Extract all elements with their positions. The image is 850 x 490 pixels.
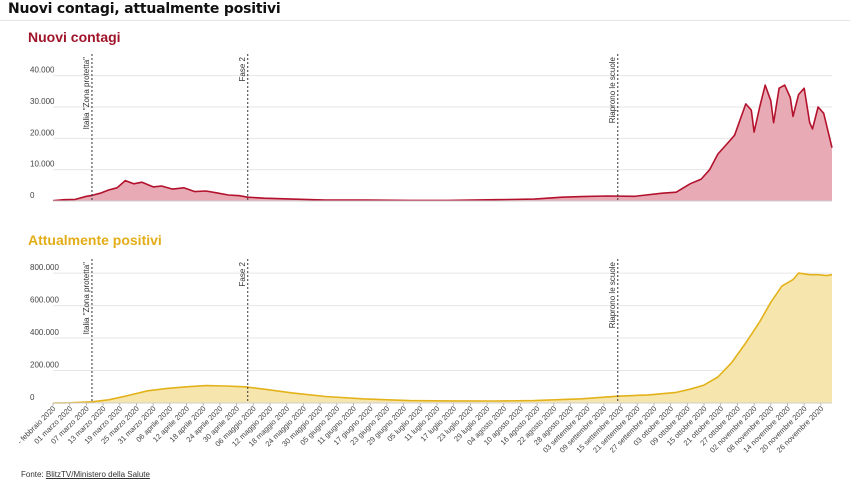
y-tick-label: 40.000 [30,66,55,75]
y-tick-label: 30.000 [30,97,55,106]
area-contagi [53,85,832,201]
y-tick-label: 0 [30,191,35,200]
y-tick-label: 800.000 [30,263,59,272]
y-tick-label: 10.000 [30,160,55,169]
page-title: Nuovi contagi, attualmente positivi [8,1,281,17]
chart-title-nuovi-contagi: Nuovi contagi [28,29,121,45]
annotation-label: Italia "Zona protetta" [82,262,91,335]
chart-nuovi-contagi: 0 10.000 20.000 30.000 40.000 Italia "Zona pr… [30,54,833,202]
source-link[interactable]: BlitzTV/Ministero della Salute [45,470,150,479]
chart-attualmente-positivi: 0 200.000 400.000 600.000 800.000 Italia "Zon… [30,259,833,404]
y-tick-label: 0 [30,393,35,402]
annotation-label: Fase 2 [238,261,247,286]
annotation-label: Riaprono le scuole [608,56,617,123]
source-prefix: Fonte: [21,470,46,479]
y-tick-label: 20.000 [30,128,55,137]
line-contagi [52,84,833,202]
y-tick-label: 600.000 [30,296,59,305]
annotation-label: Italia "Zona protetta" [82,57,91,130]
area-positivi [53,273,832,403]
chart-title-attualmente-positivi: Attualmente positivi [28,232,162,248]
y-tick-label: 200.000 [30,361,59,370]
annotation-label: Fase 2 [238,56,247,81]
header-divider [0,20,850,21]
annotation-label: Riaprono le scuole [608,261,617,328]
y-tick-label: 400.000 [30,328,59,337]
source-note: Fonte: BlitzTV/Ministero della Salute [21,470,150,479]
charts-canvas: 0 10.000 20.000 30.000 40.000 Italia "Zona pr… [15,54,833,455]
line-positivi [52,272,833,404]
